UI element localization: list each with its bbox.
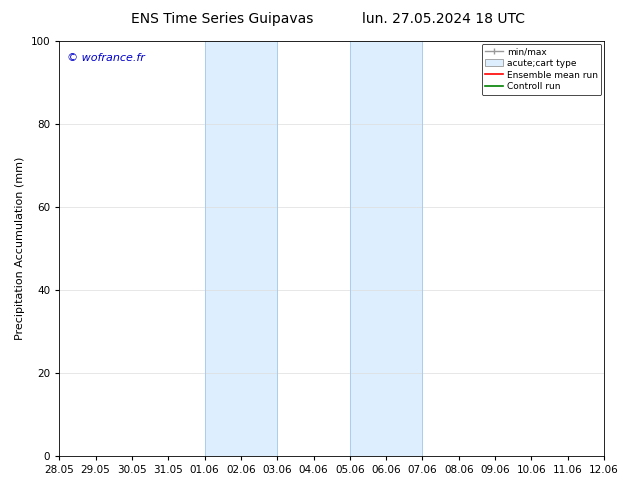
- Legend: min/max, acute;cart type, Ensemble mean run, Controll run: min/max, acute;cart type, Ensemble mean …: [482, 44, 602, 95]
- Text: lun. 27.05.2024 18 UTC: lun. 27.05.2024 18 UTC: [362, 12, 526, 26]
- Bar: [205, 41, 277, 456]
- Y-axis label: Precipitation Accumulation (mm): Precipitation Accumulation (mm): [15, 157, 25, 340]
- Text: © wofrance.fr: © wofrance.fr: [67, 53, 145, 64]
- Text: ENS Time Series Guipavas: ENS Time Series Guipavas: [131, 12, 313, 26]
- Bar: [350, 41, 422, 456]
